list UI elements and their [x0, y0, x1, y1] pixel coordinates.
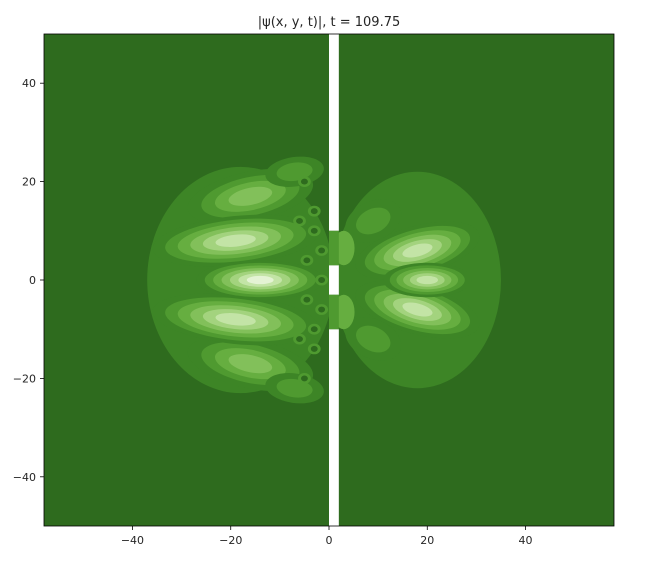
- density-blob: [152, 293, 319, 346]
- density-blob: [196, 260, 325, 300]
- x-tick-label: −20: [219, 534, 242, 547]
- y-tick-label: 20: [22, 176, 36, 189]
- x-tick-label: 20: [420, 534, 434, 547]
- contour-level: [228, 186, 273, 206]
- interference-spot: [296, 336, 303, 342]
- contour-level: [356, 325, 391, 353]
- density-blob: [345, 317, 402, 361]
- density-blob: [152, 214, 319, 267]
- chart-title: |ψ(x, y, t)|, t = 109.75: [258, 15, 401, 30]
- contour-level: [246, 275, 274, 285]
- density-blob: [355, 280, 480, 339]
- y-tick-label: −40: [13, 471, 36, 484]
- density-blob: [383, 262, 472, 298]
- y-tick-label: 40: [22, 77, 36, 90]
- interference-spot: [296, 218, 303, 224]
- contour-level: [402, 243, 433, 258]
- contour-level: [228, 354, 273, 374]
- density-blob: [345, 199, 402, 243]
- interference-spot: [318, 277, 326, 283]
- interference-spot: [310, 345, 318, 352]
- x-tick-label: 0: [326, 534, 333, 547]
- barrier-wall: [329, 329, 339, 526]
- interference-spot: [300, 375, 308, 382]
- interference-spot: [310, 208, 318, 215]
- interference-spot: [310, 326, 318, 333]
- interference-spot: [310, 227, 318, 234]
- contour-level: [215, 234, 256, 247]
- contour-level: [416, 275, 438, 285]
- contour-level: [356, 207, 391, 235]
- contour-level: [402, 302, 433, 317]
- interference-spot: [300, 178, 308, 185]
- barrier-wall: [329, 34, 339, 231]
- interference-spot: [318, 306, 326, 313]
- barrier-wall: [329, 265, 339, 295]
- contour-level: [215, 313, 256, 326]
- x-tick-label: −40: [121, 534, 144, 547]
- interference-spot: [303, 257, 311, 264]
- interference-spot: [303, 296, 311, 303]
- x-tick-label: 40: [519, 534, 533, 547]
- y-tick-label: −20: [13, 372, 36, 385]
- slit-opening: [329, 294, 339, 330]
- interference-spot: [318, 247, 326, 254]
- y-tick-label: 0: [29, 274, 36, 287]
- slit-opening: [329, 230, 339, 266]
